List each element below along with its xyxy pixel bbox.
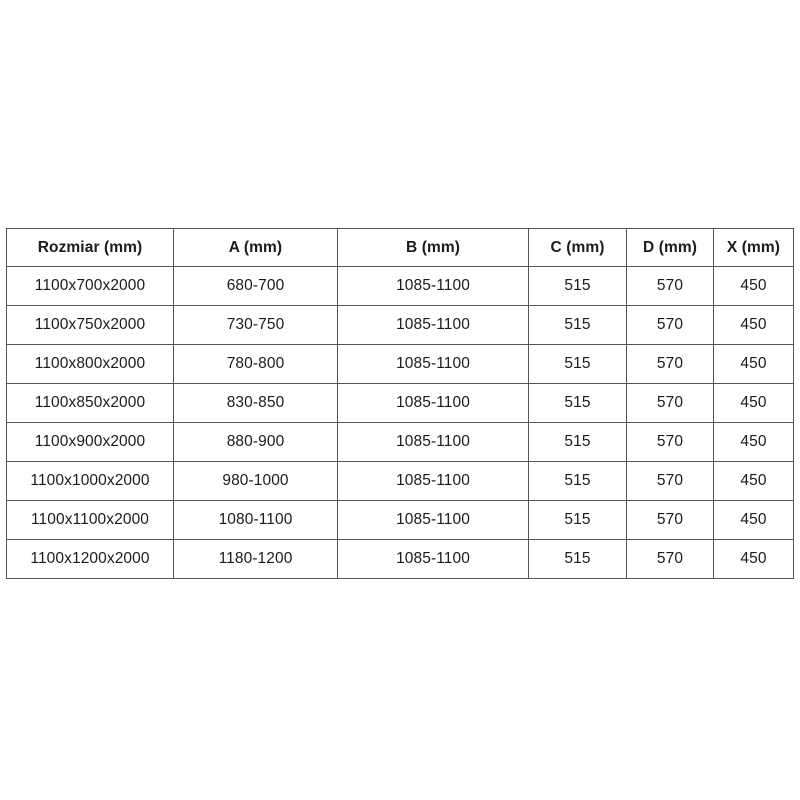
table-row: 1100x900x2000 880-900 1085-1100 515 570 … (6, 422, 794, 462)
cell-x: 450 (713, 500, 794, 540)
cell-c: 515 (528, 266, 627, 306)
cell-b: 1085-1100 (337, 422, 529, 462)
cell-x: 450 (713, 266, 794, 306)
cell-c: 515 (528, 383, 627, 423)
cell-a: 830-850 (173, 383, 338, 423)
cell-a: 780-800 (173, 344, 338, 384)
cell-d: 570 (626, 422, 714, 462)
table-row: 1100x1200x2000 1180-1200 1085-1100 515 5… (6, 539, 794, 579)
table-row: 1100x850x2000 830-850 1085-1100 515 570 … (6, 383, 794, 423)
table-row: 1100x1000x2000 980-1000 1085-1100 515 57… (6, 461, 794, 501)
cell-x: 450 (713, 539, 794, 579)
cell-d: 570 (626, 305, 714, 345)
cell-size: 1100x1200x2000 (6, 539, 174, 579)
cell-size: 1100x1000x2000 (6, 461, 174, 501)
table-body: 1100x700x2000 680-700 1085-1100 515 570 … (6, 266, 794, 579)
cell-d: 570 (626, 539, 714, 579)
cell-size: 1100x800x2000 (6, 344, 174, 384)
cell-a: 680-700 (173, 266, 338, 306)
cell-size: 1100x700x2000 (6, 266, 174, 306)
cell-c: 515 (528, 539, 627, 579)
cell-a: 980-1000 (173, 461, 338, 501)
cell-d: 570 (626, 383, 714, 423)
table-row: 1100x750x2000 730-750 1085-1100 515 570 … (6, 305, 794, 345)
column-header-size: Rozmiar (mm) (6, 228, 174, 267)
column-header-b: B (mm) (337, 228, 529, 267)
cell-c: 515 (528, 500, 627, 540)
cell-x: 450 (713, 305, 794, 345)
cell-b: 1085-1100 (337, 383, 529, 423)
cell-a: 1080-1100 (173, 500, 338, 540)
specification-table-container: Rozmiar (mm) A (mm) B (mm) C (mm) D (mm)… (6, 228, 794, 579)
cell-x: 450 (713, 383, 794, 423)
cell-c: 515 (528, 422, 627, 462)
cell-b: 1085-1100 (337, 344, 529, 384)
cell-b: 1085-1100 (337, 305, 529, 345)
cell-b: 1085-1100 (337, 266, 529, 306)
column-header-a: A (mm) (173, 228, 338, 267)
table-row: 1100x800x2000 780-800 1085-1100 515 570 … (6, 344, 794, 384)
dimensions-table: Rozmiar (mm) A (mm) B (mm) C (mm) D (mm)… (6, 228, 794, 579)
cell-size: 1100x1100x2000 (6, 500, 174, 540)
cell-d: 570 (626, 461, 714, 501)
table-header: Rozmiar (mm) A (mm) B (mm) C (mm) D (mm)… (6, 228, 794, 267)
column-header-d: D (mm) (626, 228, 714, 267)
table-header-row: Rozmiar (mm) A (mm) B (mm) C (mm) D (mm)… (6, 228, 794, 267)
cell-d: 570 (626, 500, 714, 540)
cell-x: 450 (713, 344, 794, 384)
cell-x: 450 (713, 422, 794, 462)
cell-a: 730-750 (173, 305, 338, 345)
cell-size: 1100x750x2000 (6, 305, 174, 345)
cell-x: 450 (713, 461, 794, 501)
cell-d: 570 (626, 344, 714, 384)
cell-b: 1085-1100 (337, 539, 529, 579)
column-header-x: X (mm) (713, 228, 794, 267)
cell-b: 1085-1100 (337, 500, 529, 540)
cell-d: 570 (626, 266, 714, 306)
cell-c: 515 (528, 344, 627, 384)
cell-c: 515 (528, 461, 627, 501)
cell-c: 515 (528, 305, 627, 345)
column-header-c: C (mm) (528, 228, 627, 267)
cell-b: 1085-1100 (337, 461, 529, 501)
cell-size: 1100x850x2000 (6, 383, 174, 423)
table-row: 1100x700x2000 680-700 1085-1100 515 570 … (6, 266, 794, 306)
cell-a: 1180-1200 (173, 539, 338, 579)
table-row: 1100x1100x2000 1080-1100 1085-1100 515 5… (6, 500, 794, 540)
cell-size: 1100x900x2000 (6, 422, 174, 462)
cell-a: 880-900 (173, 422, 338, 462)
